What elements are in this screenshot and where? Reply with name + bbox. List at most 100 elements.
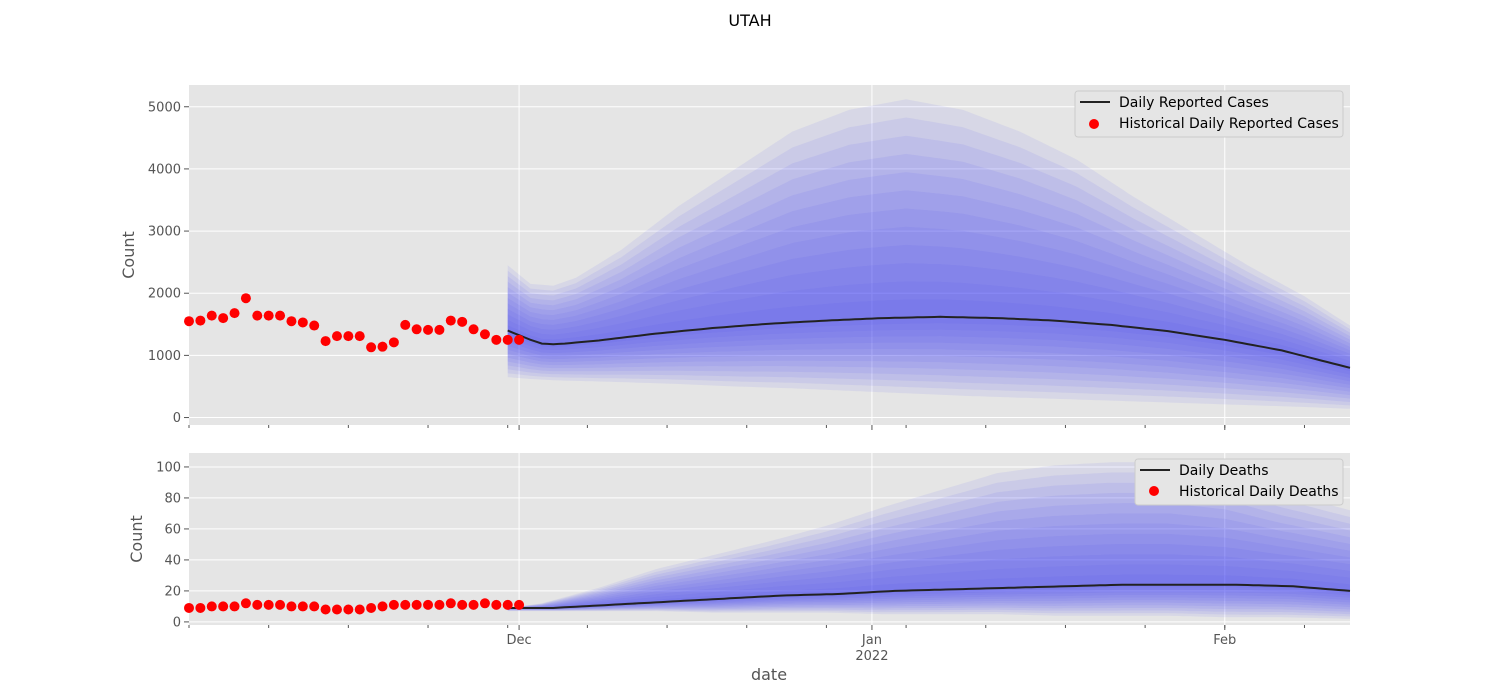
cases-historical-point (297, 317, 308, 328)
cases-band-quantile-11 (507, 117, 1350, 406)
x-axis-label: date (751, 665, 787, 684)
cases-historical-point (184, 316, 194, 327)
deaths-band-quantile-3 (507, 554, 1350, 609)
deaths-legend-box (1134, 458, 1344, 506)
deaths-median-line (507, 583, 1351, 609)
cases-historical-point (366, 342, 377, 353)
cases-historical-point (491, 334, 502, 345)
deaths-band-quantile-5 (507, 533, 1350, 610)
deaths-historical-point (388, 599, 399, 610)
cases-band-quantile-7 (507, 190, 1350, 392)
cases-y-tick-label: 3000 (148, 225, 181, 240)
cases-uncertainty-bands (507, 99, 1350, 409)
deaths-historical-point (286, 601, 297, 612)
cases-historical-point (218, 313, 229, 324)
deaths-historical-point (434, 599, 445, 610)
deaths-y-tick-label: 100 (156, 460, 181, 475)
x-tick-label: Feb (1213, 633, 1236, 648)
deaths-historical-point (479, 598, 490, 609)
cases-historical-point (457, 316, 468, 327)
cases-historical-point (377, 341, 388, 352)
deaths-historical-point (309, 601, 320, 612)
deaths-historical-point (263, 599, 274, 610)
deaths-historical-point (320, 604, 331, 615)
cases-historical-point (275, 310, 286, 321)
cases-band-quantile-3 (507, 263, 1350, 379)
deaths-historical-point (218, 601, 229, 612)
cases-legend: Daily Reported Cases Historical Daily Re… (1074, 90, 1344, 138)
deaths-historical-point (331, 604, 342, 615)
cases-historical-point (502, 334, 513, 345)
deaths-historical-point (354, 604, 365, 615)
deaths-historical-point (343, 604, 354, 615)
cases-historical-point (400, 319, 411, 330)
cases-historical-point (514, 334, 525, 345)
cases-median-line (507, 315, 1351, 369)
cases-historical-point (445, 315, 456, 326)
cases-y-tick-label: 1000 (148, 349, 181, 364)
cases-y-tick-label: 4000 (148, 162, 181, 177)
cases-band-quantile-10 (507, 135, 1350, 402)
deaths-historical-point (206, 601, 217, 612)
cases-band-quantile-6 (507, 208, 1350, 389)
deaths-historical-point (377, 601, 388, 612)
cases-band-quantile-5 (507, 226, 1350, 385)
deaths-historical-point (514, 599, 525, 610)
cases-y-axis-label: Count (119, 231, 138, 279)
cases-y-tick-label: 2000 (148, 287, 181, 302)
cases-historical-point (252, 310, 263, 321)
deaths-historical-point (195, 602, 206, 613)
cases-historical-point (229, 308, 240, 319)
cases-y-tick-label: 0 (173, 411, 181, 426)
cases-legend-label-median: Daily Reported Cases (1119, 95, 1269, 111)
deaths-band-quantile-10 (507, 482, 1350, 615)
deaths-historical-point (411, 599, 422, 610)
cases-band-quantile-9 (507, 153, 1350, 399)
cases-historical-point (331, 331, 342, 342)
cases-legend-box (1074, 90, 1344, 138)
deaths-historical-point (502, 599, 513, 610)
cases-band-quantile-8 (507, 172, 1350, 396)
cases-historical-point (423, 324, 434, 335)
cases-historical-point (320, 336, 331, 347)
deaths-legend-point-swatch (1149, 486, 1159, 496)
cases-historical-point (388, 337, 399, 348)
cases-legend-point-swatch (1089, 119, 1099, 129)
deaths-band-quantile-11 (507, 472, 1350, 617)
cases-historical-point (286, 316, 297, 327)
cases-historical-point (206, 310, 217, 321)
deaths-historical-point (297, 601, 308, 612)
cases-band-quantile-12 (507, 99, 1350, 409)
deaths-band-quantile-8 (507, 503, 1350, 610)
deaths-band-quantile-9 (507, 492, 1350, 612)
deaths-historical-points (184, 598, 525, 615)
cases-historical-point (343, 331, 354, 342)
deaths-legend: Daily Deaths Historical Daily Deaths (1134, 458, 1344, 506)
deaths-historical-point (240, 598, 251, 609)
deaths-historical-point (445, 598, 456, 609)
deaths-historical-point (400, 599, 411, 610)
cases-legend-label-historical: Historical Daily Reported Cases (1119, 116, 1339, 132)
cases-band-quantile-2 (507, 281, 1350, 375)
cases-historical-point (309, 320, 320, 331)
cases-band-quantile-1 (507, 299, 1350, 372)
deaths-y-axis-label: Count (127, 515, 146, 563)
deaths-y-tick-label: 80 (164, 491, 181, 506)
cases-panel: 0 1000 2000 3000 4000 5000 Count Daily Report… (119, 85, 1351, 430)
deaths-legend-label-historical: Historical Daily Deaths (1179, 484, 1339, 500)
deaths-historical-point (491, 599, 502, 610)
deaths-historical-point (457, 599, 468, 610)
cases-band-quantile-4 (507, 244, 1350, 382)
x-tick-label: Dec (507, 633, 532, 648)
deaths-y-tick-label: 20 (164, 584, 181, 599)
figure-title: UTAH (728, 11, 771, 30)
cases-historical-points (184, 293, 525, 353)
cases-plot-area (189, 85, 1350, 425)
deaths-band-quantile-4 (507, 543, 1350, 609)
cases-historical-point (434, 324, 445, 335)
cases-historical-point (195, 315, 206, 326)
deaths-y-tick-label: 40 (164, 553, 181, 568)
deaths-panel: 0 20 40 60 80 100 Count Daily Deaths Historic… (127, 453, 1351, 630)
deaths-historical-point (275, 599, 286, 610)
